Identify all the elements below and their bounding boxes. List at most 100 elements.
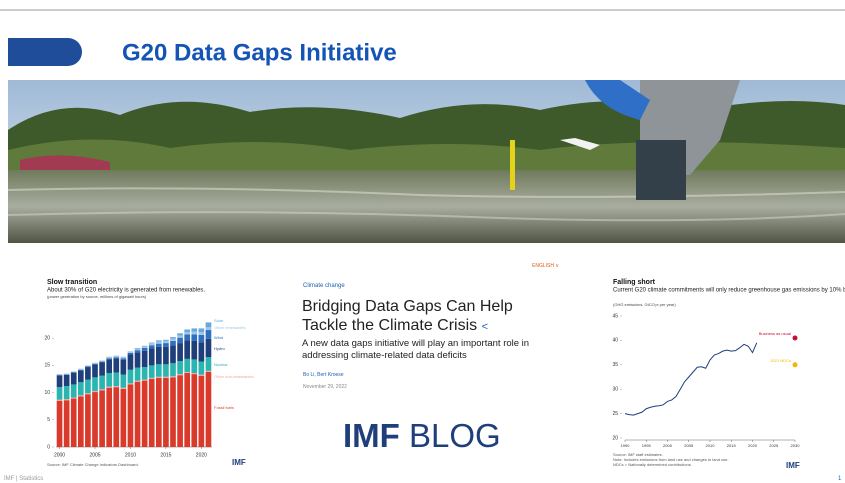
- bar-segment: [184, 373, 191, 447]
- bar-segment: [141, 350, 148, 368]
- bar-segment: [113, 358, 120, 373]
- bar-segment: [198, 328, 205, 333]
- bar-segment: [148, 343, 155, 346]
- bar-segment: [170, 340, 176, 346]
- blog-logo: IMF BLOG: [343, 417, 501, 455]
- blog-logo-name: BLOG: [409, 417, 501, 454]
- line-series: [624, 342, 758, 416]
- article-title-text: Bridging Data Gaps Can Help Tackle the C…: [302, 298, 513, 334]
- bar-segment: [127, 383, 134, 385]
- bar-segment: [163, 340, 169, 344]
- bar-segment: [205, 357, 212, 371]
- bar-segment: [205, 327, 212, 331]
- bar-segment: [106, 359, 113, 374]
- bar-segment: [70, 398, 77, 447]
- bar-segment: [85, 367, 91, 380]
- chart-subtitle: About 30% of G20 electricity is generate…: [47, 288, 205, 294]
- chart-logo: IMF: [232, 458, 246, 467]
- bar-segment: [163, 364, 169, 377]
- article-date: November 29, 2022: [303, 384, 347, 390]
- bar-segment: [77, 370, 84, 383]
- bar-segment: [63, 400, 70, 447]
- bar-segment: [191, 373, 198, 375]
- x-tick-label: 1990: [621, 443, 631, 448]
- projection-point: [792, 362, 798, 368]
- bar-segment: [205, 338, 212, 358]
- bar-segment: [191, 328, 198, 332]
- bar-segment: [198, 374, 205, 376]
- bar-segment: [56, 400, 63, 447]
- article-authors[interactable]: Bo Li, Bert Kroese: [303, 372, 344, 378]
- bar-segment: [148, 379, 155, 447]
- bar-segment: [198, 342, 205, 362]
- x-tick-label: 2010: [706, 443, 716, 448]
- bar-segment: [134, 381, 141, 447]
- bar-segment: [198, 334, 205, 343]
- bar-segment: [56, 387, 63, 400]
- y-tick-label: 35: [612, 362, 618, 368]
- bar-segment: [163, 376, 169, 378]
- x-tick-label: 2020: [748, 443, 758, 448]
- bar-segment: [155, 364, 162, 377]
- y-tick-label: 5: [47, 417, 50, 423]
- bar-segment: [141, 367, 148, 380]
- bar-segment: [99, 360, 105, 362]
- article-summary: A new data gaps initiative will play an …: [302, 338, 530, 361]
- bar-segment: [70, 372, 77, 385]
- bar-segment: [170, 376, 176, 378]
- bar-segment: [205, 371, 212, 447]
- bar-segment: [184, 371, 191, 374]
- bar-segment: [177, 333, 183, 336]
- projection-label: 2021 NDCs: [770, 358, 791, 363]
- article-topic: Climate change: [303, 283, 345, 289]
- bar-segment: [92, 377, 98, 391]
- bar-segment: [106, 356, 113, 359]
- y-tick-label: 0: [47, 444, 50, 450]
- bar-segment: [134, 352, 141, 368]
- bar-segment: [92, 390, 98, 393]
- bar-segment: [170, 338, 176, 341]
- bar-segment: [70, 384, 77, 398]
- y-tick-label: 20: [612, 435, 618, 441]
- bar-segment: [163, 343, 169, 347]
- bar-segment: [155, 376, 162, 378]
- legend-label: Wind: [214, 335, 223, 340]
- y-tick-label: 25: [612, 411, 618, 417]
- bar-segment: [198, 375, 205, 447]
- share-icon[interactable]: <: [481, 321, 489, 333]
- y-tick-label: 15: [44, 363, 50, 369]
- bar-segment: [177, 375, 183, 447]
- chart-source: Source: IMF Climate Change Indicators Da…: [47, 462, 139, 467]
- y-tick-label: 40: [612, 338, 618, 344]
- bar-segment: [191, 334, 198, 341]
- bar-segment: [99, 389, 105, 391]
- legend-label: Nuclear: [214, 362, 228, 367]
- language-label[interactable]: ENGLISH: [532, 263, 554, 269]
- language-selector[interactable]: ENGLISH ∨: [532, 263, 560, 269]
- bar-segment: [191, 359, 198, 374]
- chart-title: Falling short: [613, 279, 656, 286]
- bar-segment: [92, 392, 98, 447]
- bar-segment: [177, 374, 183, 376]
- bar-segment: [141, 347, 148, 351]
- footer-text: IMF | Statistics: [4, 476, 44, 482]
- bar-segment: [120, 358, 127, 360]
- chart-note: (power generation by source, millions of…: [47, 294, 147, 299]
- bar-segment: [113, 387, 120, 447]
- bar-segment: [120, 387, 127, 389]
- bar-segment: [56, 399, 63, 401]
- bar-segment: [106, 358, 113, 360]
- bar-segment: [155, 377, 162, 447]
- bar-segment: [113, 357, 120, 359]
- bar-segment: [127, 351, 134, 353]
- bar-segment: [127, 354, 134, 370]
- bar-segment: [184, 329, 191, 333]
- x-tick-label: 2025: [769, 443, 779, 448]
- bar-segment: [184, 358, 191, 372]
- bar-segment: [92, 364, 98, 378]
- bar-segment: [205, 330, 212, 339]
- bar-segment: [99, 362, 105, 376]
- slide-title: G20 Data Gaps Initiative: [122, 39, 397, 66]
